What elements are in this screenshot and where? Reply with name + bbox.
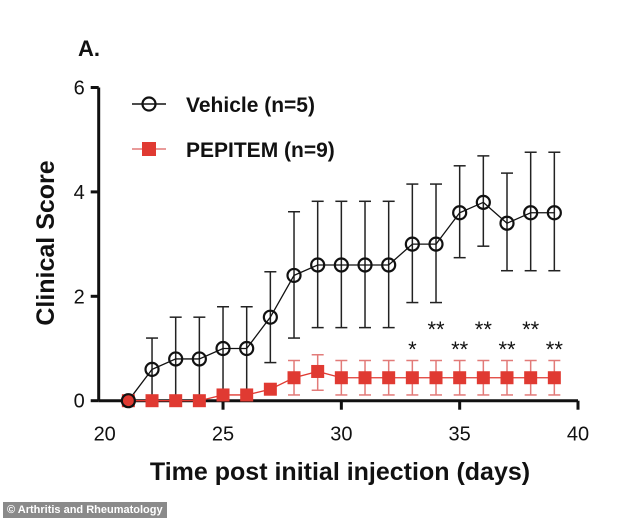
y-axis-label: Clinical Score	[32, 160, 60, 325]
data-point-pepitem	[311, 364, 325, 378]
data-point-pepitem	[240, 388, 254, 402]
data-point-vehicle	[262, 309, 278, 325]
significance-marker: **	[451, 337, 469, 362]
data-point-pepitem	[263, 382, 277, 396]
data-point-pepitem	[405, 371, 419, 385]
significance-marker: **	[498, 337, 516, 362]
significance-marker: **	[522, 317, 540, 342]
data-point-pepitem	[216, 388, 230, 402]
series-line	[127, 201, 555, 402]
data-point-vehicle	[523, 205, 539, 221]
x-tick-label: 30	[330, 424, 352, 446]
data-point-pepitem	[145, 394, 159, 408]
data-point-vehicle	[428, 236, 444, 252]
data-point-vehicle	[546, 205, 562, 221]
data-point-vehicle	[168, 351, 184, 367]
x-tick-label: 35	[449, 424, 471, 446]
significance-marker: **	[427, 317, 445, 342]
significance-marker: **	[546, 337, 564, 362]
x-axis-label: Time post initial injection (days)	[150, 458, 530, 486]
data-point-vehicle	[215, 340, 231, 357]
data-point-vehicle	[357, 257, 373, 273]
data-point-pepitem	[121, 394, 135, 408]
credit-label: © Arthritis and Rheumatology	[3, 502, 167, 518]
data-point-pepitem	[547, 371, 561, 385]
legend-label: Vehicle (n=5)	[186, 94, 315, 117]
data-point-pepitem	[429, 371, 443, 385]
data-point-vehicle	[120, 393, 136, 409]
data-point-vehicle	[404, 236, 420, 252]
data-point-pepitem	[524, 371, 538, 385]
data-point-pepitem	[453, 371, 467, 385]
data-point-vehicle	[499, 215, 515, 231]
legend-marker-pepitem	[142, 142, 156, 156]
legend-label: PEPITEM (n=9)	[186, 139, 335, 162]
panel-label: A.	[78, 36, 100, 61]
y-tick-label: 0	[74, 391, 85, 413]
significance-marker: *	[408, 337, 417, 362]
data-point-vehicle	[452, 205, 468, 221]
y-tick-label: 6	[74, 78, 85, 100]
significance-marker: **	[475, 317, 493, 342]
data-point-pepitem	[334, 371, 348, 385]
data-point-pepitem	[500, 371, 514, 385]
data-point-vehicle	[475, 194, 491, 210]
data-point-vehicle	[310, 257, 326, 273]
data-point-pepitem	[382, 371, 396, 385]
data-point-vehicle	[333, 257, 349, 273]
data-point-vehicle	[381, 257, 397, 273]
data-point-vehicle	[239, 340, 255, 357]
x-tick-label: 40	[567, 424, 589, 446]
data-point-vehicle	[286, 267, 302, 284]
data-point-pepitem	[169, 394, 183, 408]
x-tick-label: 20	[94, 424, 116, 446]
data-point-pepitem	[287, 371, 301, 385]
legend-marker-vehicle	[141, 96, 157, 112]
data-point-vehicle	[144, 361, 160, 377]
data-point-pepitem	[358, 371, 372, 385]
y-tick-label: 4	[74, 182, 85, 204]
data-point-pepitem	[192, 394, 206, 408]
data-point-pepitem	[476, 371, 490, 385]
data-point-vehicle	[191, 351, 207, 367]
y-tick-label: 2	[74, 286, 85, 308]
x-tick-label: 25	[212, 424, 234, 446]
